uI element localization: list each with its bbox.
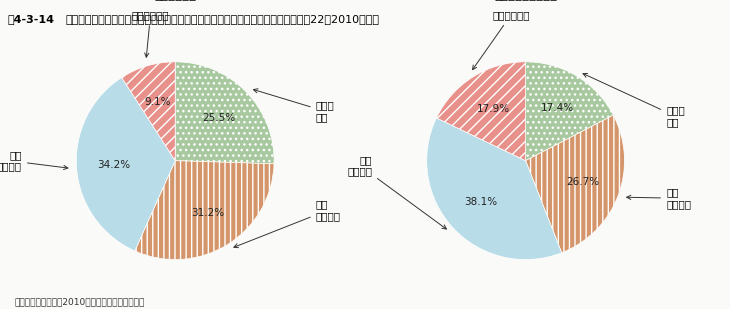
Wedge shape [135,161,274,260]
Text: 農業地域類型別の観光農園・農家レストランを経営する農業経営体数の割合（平成22（2010）年）: 農業地域類型別の観光農園・農家レストランを経営する農業経営体数の割合（平成22（… [66,14,380,23]
Text: 資料：農林水産省「2010年世界農林業センサス」: 資料：農林水産省「2010年世界農林業センサス」 [15,297,145,306]
Text: 平地
農業地域: 平地 農業地域 [234,199,341,248]
Title: （観光農園）: （観光農園） [154,0,196,2]
Text: 34.2%: 34.2% [98,160,131,170]
Text: 山間農業地域: 山間農業地域 [131,10,169,57]
Wedge shape [437,62,526,161]
Text: 25.5%: 25.5% [203,113,236,123]
Text: 38.1%: 38.1% [464,197,497,207]
Text: 9.1%: 9.1% [145,97,171,107]
Text: 17.4%: 17.4% [541,103,574,113]
Text: 平地
農業地域: 平地 農業地域 [626,188,691,209]
Text: 中間
農業地域: 中間 農業地域 [347,155,447,229]
Text: 31.2%: 31.2% [191,208,224,218]
Title: （農家レストラン）: （農家レストラン） [494,0,557,2]
Text: 都市的
地域: 都市的 地域 [583,74,685,127]
Wedge shape [77,78,175,251]
Text: 山間農業地域: 山間農業地域 [472,10,529,70]
Wedge shape [427,118,561,260]
Text: 围4-3-14: 围4-3-14 [7,14,54,23]
Text: 17.9%: 17.9% [477,104,510,114]
Wedge shape [526,115,624,253]
Wedge shape [526,62,613,161]
Text: 都市的
地域: 都市的 地域 [253,89,334,122]
Text: 26.7%: 26.7% [566,177,599,187]
Wedge shape [122,62,175,161]
Wedge shape [175,62,274,164]
Text: 中間
農業地域: 中間 農業地域 [0,150,68,171]
